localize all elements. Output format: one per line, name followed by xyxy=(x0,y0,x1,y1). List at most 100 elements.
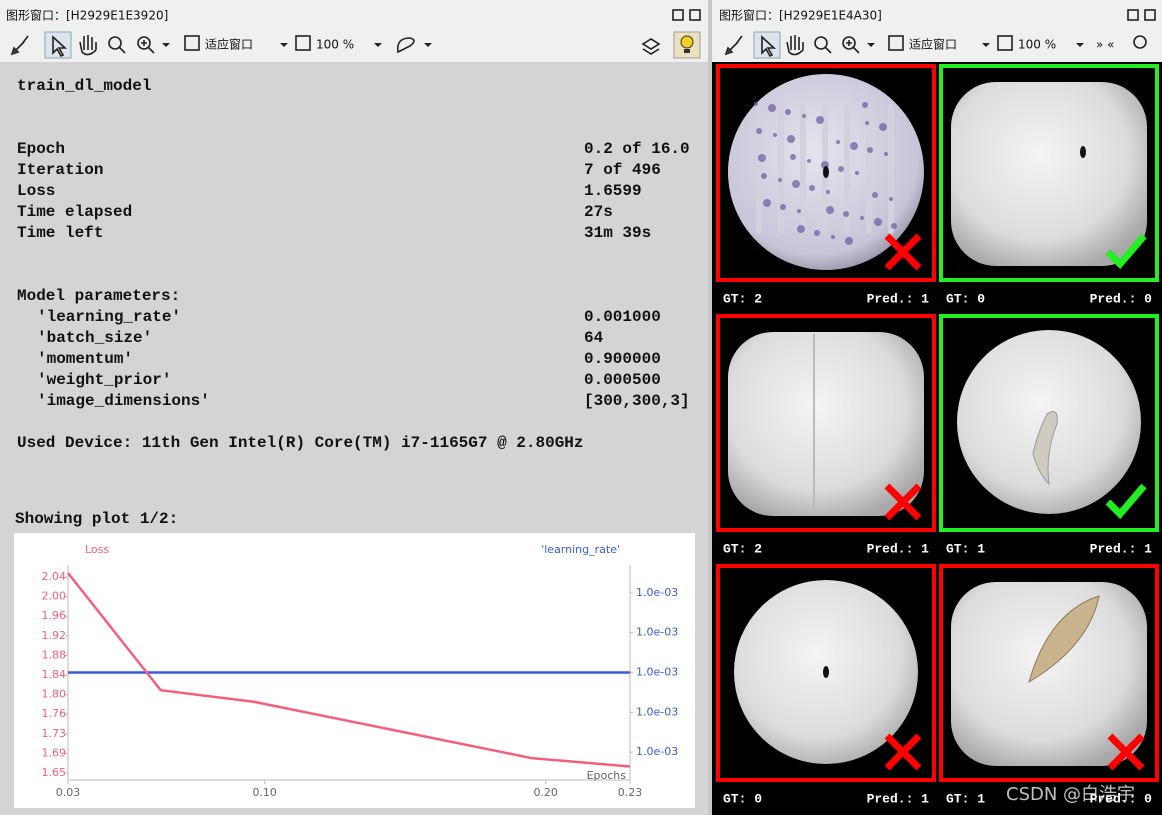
watermark: CSDN @白浩宇 xyxy=(1006,784,1135,805)
stat-label: Iteration xyxy=(17,161,103,179)
left-window-controls[interactable] xyxy=(672,9,701,21)
pill-groove xyxy=(844,104,850,234)
y-tick-label: 1.65 xyxy=(42,766,67,779)
zoom-tool[interactable] xyxy=(842,36,875,54)
stat-value: 31m 39s xyxy=(584,224,651,242)
speck xyxy=(862,102,868,108)
tile-grid: GT: 2 Pred.: 1 GT: 0 Pred.: 0 GT: 2 Pred.: 1 G… xyxy=(716,64,1159,806)
pill-image xyxy=(951,82,1147,266)
x-tick-label: 0.20 xyxy=(533,786,558,799)
gt-label: GT: 2 xyxy=(723,291,762,306)
speck xyxy=(850,142,858,150)
gt-label: GT: 0 xyxy=(946,291,985,306)
zoom-label[interactable]: 100 % xyxy=(1018,38,1056,52)
splitter[interactable] xyxy=(708,0,712,815)
pointer-tool[interactable] xyxy=(761,35,777,58)
stat-value: 27s xyxy=(584,203,613,221)
pred-label: Pred.: 1 xyxy=(1090,541,1153,556)
tile-border xyxy=(716,64,936,282)
icon-cross xyxy=(1107,733,1145,771)
x-tick-label: 0.23 xyxy=(618,786,643,799)
clear-tool[interactable] xyxy=(724,35,743,56)
pointer-selected[interactable] xyxy=(753,31,781,59)
pan-tool[interactable] xyxy=(79,35,97,56)
pred-label: Pred.: 0 xyxy=(1090,791,1153,806)
lasso-tool[interactable] xyxy=(396,37,415,54)
y-tick-label: 1.73 xyxy=(42,727,67,740)
stat-label: Time elapsed xyxy=(17,203,132,221)
speck xyxy=(826,206,834,214)
defect-dot xyxy=(823,666,829,678)
speck xyxy=(884,152,888,156)
hint-button[interactable] xyxy=(1133,35,1147,49)
right-window-controls[interactable] xyxy=(1127,9,1156,21)
stat-value: 7 of 496 xyxy=(584,161,661,179)
contaminant xyxy=(1028,595,1100,684)
speck xyxy=(814,230,820,236)
y2-tick-label: 1.0e-03 xyxy=(636,666,678,679)
legend-entry: 'learning_rate' xyxy=(541,543,620,556)
y2-tick-label: 1.0e-03 xyxy=(636,705,678,718)
dropdown[interactable] xyxy=(424,43,432,47)
magnify-tool[interactable] xyxy=(108,36,126,54)
right-toolbar: 适应窗口 100 % » « xyxy=(724,31,1147,59)
gt-label: GT: 0 xyxy=(723,791,762,806)
param-value: 0.001000 xyxy=(584,308,661,326)
speck xyxy=(802,114,806,118)
y-tick-label: 1.76 xyxy=(42,707,67,720)
x-axis-label: Epochs xyxy=(587,769,627,782)
left-toolbar: 适应窗口 100 % xyxy=(10,31,701,59)
icon-cross xyxy=(884,733,922,771)
param-value: 0.000500 xyxy=(584,371,661,389)
left-title-bar xyxy=(0,4,708,26)
pill-groove xyxy=(778,104,784,234)
speck xyxy=(836,140,840,144)
nav-arrows[interactable]: » « xyxy=(1096,38,1115,52)
speck xyxy=(855,171,859,175)
speck xyxy=(787,135,795,143)
clear-tool[interactable] xyxy=(10,35,29,56)
pred-label: Pred.: 1 xyxy=(867,291,930,306)
param-label: 'learning_rate' xyxy=(37,308,181,326)
magnify-tool[interactable] xyxy=(814,36,832,54)
speck xyxy=(758,154,766,162)
tile-border xyxy=(716,564,936,782)
dropdown[interactable] xyxy=(1076,43,1084,47)
y-tick-label: 1.92 xyxy=(42,629,67,642)
icon-check xyxy=(1105,233,1147,270)
zoom-icon xyxy=(295,35,311,51)
speck xyxy=(809,185,815,191)
zoom-label[interactable]: 100 % xyxy=(316,38,354,52)
x-tick-label: 0.03 xyxy=(56,786,81,799)
layers-tool[interactable] xyxy=(641,38,661,55)
pred-label: Pred.: 1 xyxy=(867,791,930,806)
dropdown[interactable] xyxy=(982,43,990,47)
dropdown[interactable] xyxy=(374,43,382,47)
y-tick-label: 1.96 xyxy=(42,609,67,622)
tile-border xyxy=(939,64,1159,282)
fit-window-label[interactable]: 适应窗口 xyxy=(205,37,253,52)
speck xyxy=(867,147,873,153)
speck xyxy=(826,190,830,194)
chart: 1.65 1.69 1.73 1.76 1.80 1.84 1.88 1.92 1.96 2.00… xyxy=(42,543,679,799)
param-label: 'batch_size' xyxy=(37,329,152,347)
pill-groove xyxy=(888,104,894,234)
fit-window-label[interactable]: 适应窗口 xyxy=(909,37,957,52)
speck xyxy=(756,128,762,134)
speck xyxy=(872,192,878,198)
speck xyxy=(790,154,796,160)
y-tick-label: 1.84 xyxy=(42,668,67,681)
defect-dot xyxy=(823,166,829,178)
speck xyxy=(773,133,777,137)
pointer-tool[interactable] xyxy=(52,35,68,58)
speck xyxy=(792,180,800,188)
dropdown[interactable] xyxy=(280,43,288,47)
pill-image xyxy=(951,582,1147,766)
pan-tool[interactable] xyxy=(786,35,804,56)
icon-cross xyxy=(884,483,922,521)
speck xyxy=(845,237,853,245)
pointer-selected[interactable] xyxy=(44,31,72,59)
gt-label: GT: 2 xyxy=(723,541,762,556)
zoom-tool[interactable] xyxy=(137,36,170,54)
